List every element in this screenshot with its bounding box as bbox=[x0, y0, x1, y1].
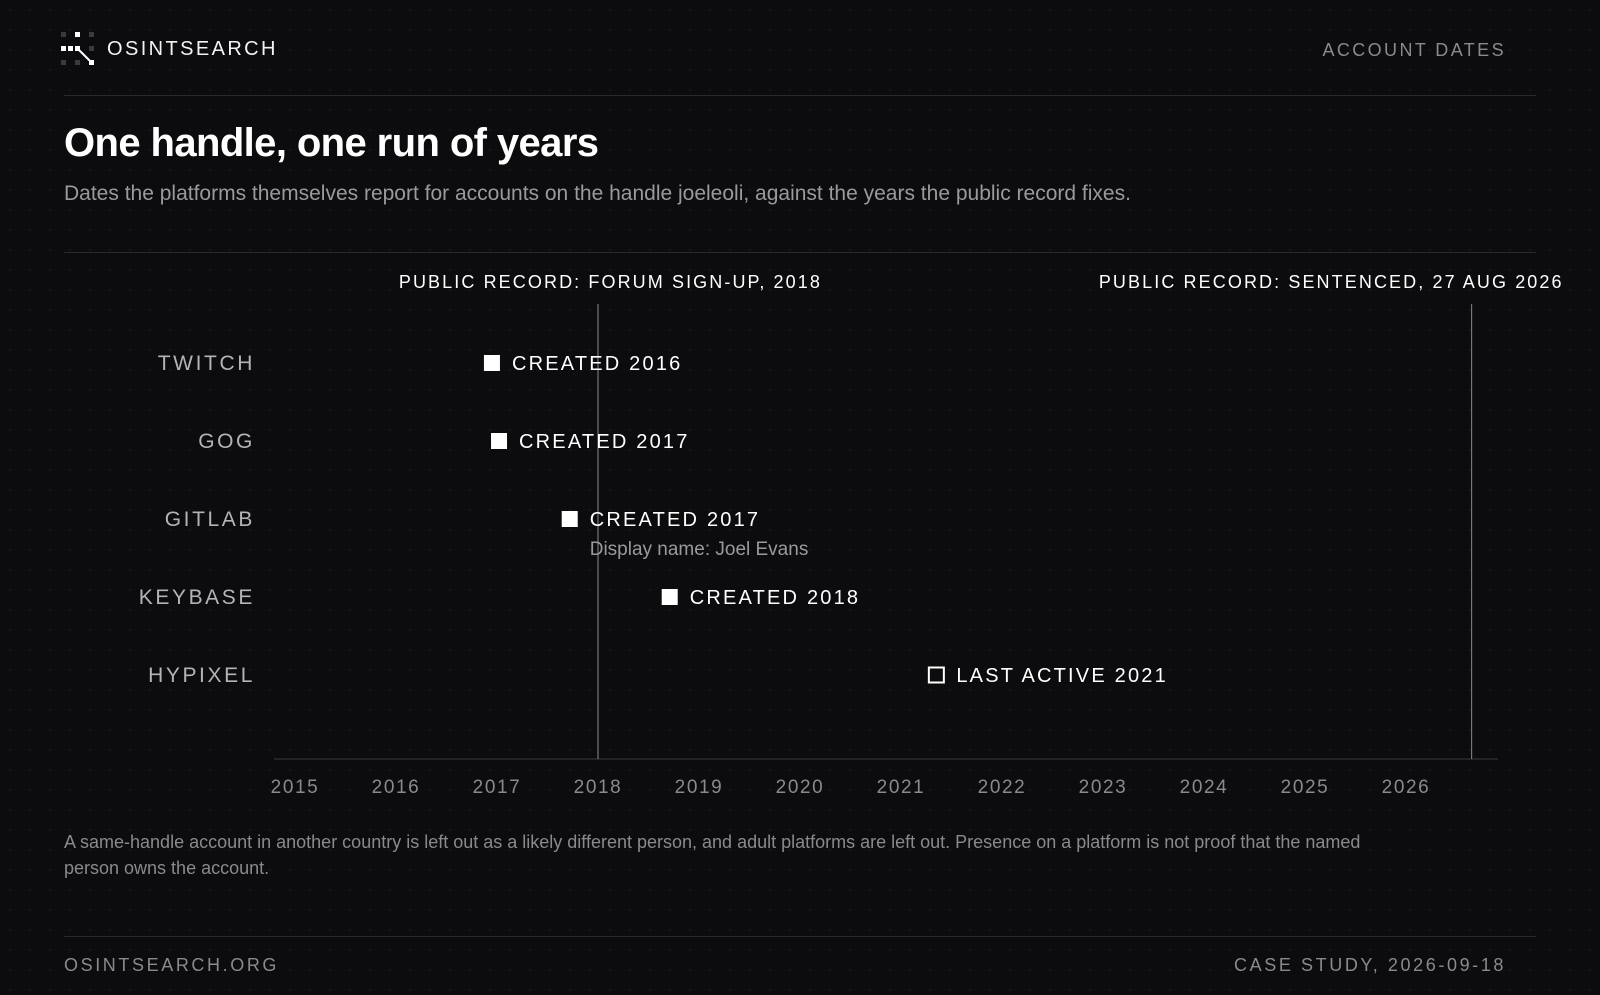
footer-case-date: CASE STUDY, 2026-09-18 bbox=[1234, 955, 1506, 975]
chart-top-divider bbox=[64, 252, 1536, 253]
row-label-gitlab: GITLAB bbox=[165, 508, 255, 531]
page-title: One handle, one run of years bbox=[64, 121, 599, 165]
account-dates-chart: 2015 2016 2017 2018 2019 2020 2021 2022 2023 2024… bbox=[139, 272, 1564, 798]
data-label-gog: CREATED 2017 bbox=[519, 431, 690, 453]
marker-twitch bbox=[483, 355, 500, 371]
row-label-gog: GOG bbox=[198, 430, 255, 453]
marker-hypixel bbox=[927, 666, 945, 684]
x-tick-label-2026: 2026 bbox=[1382, 777, 1431, 798]
reference-line-label-2: PUBLIC RECORD: SENTENCED, 27 AUG 2026 bbox=[1099, 272, 1564, 292]
reference-line-label-1: PUBLIC RECORD: FORUM SIGN-UP, 2018 bbox=[399, 272, 822, 292]
x-tick-label-2023: 2023 bbox=[1079, 777, 1128, 798]
marker-keybase bbox=[661, 589, 678, 605]
data-note-gitlab: Display name: Joel Evans bbox=[590, 539, 809, 560]
row-label-hypixel: HYPIXEL bbox=[148, 664, 255, 687]
x-tick-label-2022: 2022 bbox=[978, 777, 1027, 798]
row-label-twitch: TWITCH bbox=[158, 352, 255, 375]
x-tick-label-2016: 2016 bbox=[372, 777, 421, 798]
footer-site: OSINTSEARCH.ORG bbox=[64, 955, 280, 975]
x-tick-label-2020: 2020 bbox=[776, 777, 825, 798]
x-tick-label-2021: 2021 bbox=[877, 777, 926, 798]
brand: OSINTSEARCH bbox=[61, 32, 278, 66]
chart-footnote: A same-handle account in another country… bbox=[64, 832, 1361, 878]
x-tick-label-2025: 2025 bbox=[1281, 777, 1330, 798]
data-label-hypixel: LAST ACTIVE 2021 bbox=[956, 665, 1168, 687]
section-tag: ACCOUNT DATES bbox=[1322, 40, 1506, 60]
data-label-keybase: CREATED 2018 bbox=[690, 587, 861, 609]
row-label-keybase: KEYBASE bbox=[139, 586, 255, 609]
marker-gog bbox=[491, 433, 508, 449]
data-label-twitch: CREATED 2016 bbox=[512, 353, 683, 375]
marker-gitlab bbox=[561, 511, 578, 527]
brand-name: OSINTSEARCH bbox=[107, 37, 278, 60]
header-divider bbox=[64, 95, 1536, 96]
x-tick-label-2017: 2017 bbox=[473, 777, 522, 798]
x-tick-label-2018: 2018 bbox=[574, 777, 623, 798]
dotted-network-logo-icon bbox=[61, 32, 94, 65]
x-tick-label-2024: 2024 bbox=[1180, 777, 1229, 798]
data-label-gitlab: CREATED 2017 bbox=[590, 509, 761, 531]
page-subtitle: Dates the platforms themselves report fo… bbox=[64, 182, 1131, 205]
footer-divider bbox=[64, 936, 1536, 937]
x-tick-label-2019: 2019 bbox=[675, 777, 724, 798]
x-tick-label-2015: 2015 bbox=[271, 777, 320, 798]
